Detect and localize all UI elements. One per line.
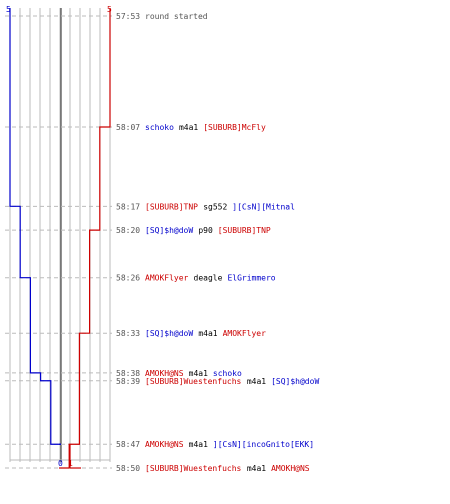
event-killer: AMOKH@NS [145, 440, 184, 449]
event-weapon: sg552 [203, 202, 227, 211]
series-start-label-blue: 5 [6, 5, 11, 14]
event-killer: [SUBURB]TNP [145, 202, 198, 211]
event-victim: ElGrimmero [227, 274, 275, 283]
event-victim: [SUBURB]McFly [203, 123, 266, 132]
time-label: 57:53 [116, 12, 140, 21]
event-time-label: 58:20 [116, 226, 140, 235]
event-killer: [SUBURB]Wuestenfuchs [145, 377, 242, 386]
event-weapon: m4a1 [189, 369, 208, 378]
event-killer: [SQ]$h@doW [145, 329, 193, 338]
event-time-label: 58:26 [116, 274, 140, 283]
event-time-label: 58:38 [116, 369, 140, 378]
event-time-label: 58:39 [116, 377, 140, 386]
event-weapon: p90 [198, 226, 213, 235]
event-time-label: 58:50 [116, 464, 140, 473]
event-weapon: m4a1 [247, 464, 266, 473]
event-victim: [SQ]$h@doW [271, 377, 319, 386]
event-killer: [SUBURB]Wuestenfuchs [145, 464, 242, 473]
series-line-red [59, 8, 111, 469]
event-time-label: 58:47 [116, 440, 140, 449]
event-weapon: m4a1 [247, 377, 266, 386]
event-killer: AMOKFlyer [145, 274, 189, 283]
event-killer: schoko [145, 123, 174, 132]
event-victim: AMOKH@NS [271, 464, 310, 473]
end-label-red: 1 [68, 459, 73, 468]
event-victim: ][CsN][Mitnal [232, 202, 295, 211]
event-weapon: m4a1 [198, 329, 217, 338]
round-started-label: round started [145, 12, 208, 21]
event-killer: AMOKH@NS [145, 369, 184, 378]
event-victim: schoko [213, 369, 242, 378]
event-weapon: deagle [194, 274, 223, 283]
series-line-blue [9, 8, 61, 445]
series-start-label-red: 5 [107, 5, 112, 14]
event-weapon: m4a1 [179, 123, 198, 132]
event-time-label: 58:17 [116, 202, 140, 211]
event-victim: AMOKFlyer [223, 329, 267, 338]
event-time-label: 58:07 [116, 123, 140, 132]
event-victim: [SUBURB]TNP [218, 226, 271, 235]
event-killer: [SQ]$h@doW [145, 226, 193, 235]
event-time-label: 58:33 [116, 329, 140, 338]
event-weapon: m4a1 [189, 440, 208, 449]
end-label-blue: 0 [58, 459, 63, 468]
event-victim: ][CsN][incoGnito[EKK] [213, 440, 314, 449]
